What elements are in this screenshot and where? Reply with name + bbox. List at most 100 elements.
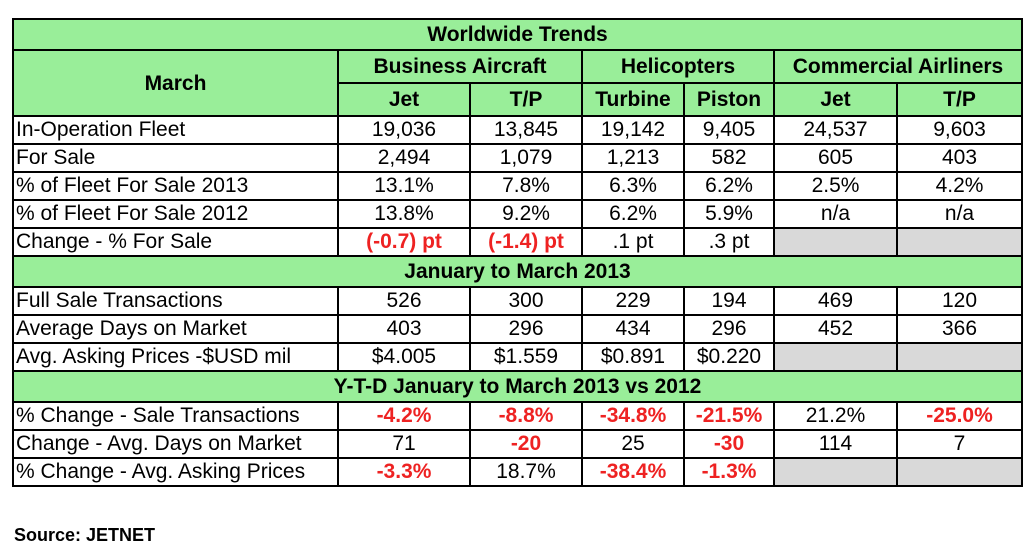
table-cell: $4.005 — [337, 342, 471, 372]
table-cell: 296 — [469, 314, 583, 344]
table-cell: 5.9% — [683, 199, 775, 229]
table-cell: $1.559 — [469, 342, 583, 372]
table-cell: 6.2% — [581, 199, 685, 229]
table-cell — [895, 227, 1024, 257]
subcol-ba-tp: T/P — [469, 82, 583, 117]
table-cell: 4.2% — [895, 171, 1024, 201]
group-header-commercial-airliners: Commercial Airliners — [772, 49, 1024, 84]
table-cell: 21.2% — [773, 401, 898, 431]
worldwide-trends-table: Worldwide Trends March Business Aircraft… — [11, 18, 1024, 487]
section-heading-jan-mar: January to March 2013 — [11, 255, 1024, 288]
table-cell: 13,845 — [469, 115, 583, 145]
row-label: Avg. Asking Prices -$USD mil — [12, 342, 339, 372]
table-cell: 120 — [895, 286, 1024, 316]
table-cell: -4.2% — [337, 401, 471, 431]
subcol-ca-tp: T/P — [895, 82, 1024, 117]
table-cell: -3.3% — [337, 457, 471, 487]
table-cell: -25.0% — [895, 401, 1024, 431]
table-row: Average Days on Market 403 296 434 296 452 366 — [12, 314, 1024, 344]
subcol-heli-turbine: Turbine — [581, 82, 685, 117]
table-cell: 526 — [337, 286, 471, 316]
table-cell: 582 — [683, 143, 775, 173]
table-cell: 452 — [773, 314, 898, 344]
period-header: March — [12, 49, 339, 117]
table-cell: 7 — [895, 429, 1024, 459]
row-label: Change - % For Sale — [12, 227, 339, 257]
source-note: Source: JETNET — [14, 525, 156, 545]
table-cell: 229 — [581, 286, 685, 316]
table-row: Full Sale Transactions 526 300 229 194 469 120 — [12, 286, 1024, 316]
table-row: Change - Avg. Days on Market 71 -20 25 -30 11… — [12, 429, 1024, 459]
table-cell: 300 — [469, 286, 583, 316]
table-cell: 194 — [683, 286, 775, 316]
table-cell: 19,036 — [337, 115, 471, 145]
subcol-ba-jet: Jet — [337, 82, 471, 117]
table-cell: 19,142 — [581, 115, 685, 145]
subcol-ca-jet: Jet — [773, 82, 898, 117]
table-cell: 403 — [895, 143, 1024, 173]
table-cell: 1,079 — [469, 143, 583, 173]
table-cell: 403 — [337, 314, 471, 344]
section-heading-ytd: Y-T-D January to March 2013 vs 2012 — [11, 370, 1024, 403]
table-cell: 18.7% — [469, 457, 583, 487]
row-label: Full Sale Transactions — [12, 286, 339, 316]
row-label: % Change - Sale Transactions — [12, 401, 339, 431]
table-cell: -21.5% — [683, 401, 775, 431]
table-cell: 469 — [773, 286, 898, 316]
table-cell — [773, 342, 898, 372]
table-cell: 6.3% — [581, 171, 685, 201]
row-label: Change - Avg. Days on Market — [12, 429, 339, 459]
table-cell: 71 — [337, 429, 471, 459]
table-row: % of Fleet For Sale 2012 13.8% 9.2% 6.2% 5.9… — [12, 199, 1024, 229]
group-header-helicopters: Helicopters — [581, 49, 775, 84]
table-row: Change - % For Sale (-0.7) pt (-1.4) pt .1 … — [12, 227, 1024, 257]
table-cell: 366 — [895, 314, 1024, 344]
table-cell: 605 — [773, 143, 898, 173]
table-cell — [895, 342, 1024, 372]
table-cell: 24,537 — [773, 115, 898, 145]
table-cell — [773, 457, 898, 487]
table-cell: 296 — [683, 314, 775, 344]
table-cell: n/a — [773, 199, 898, 229]
table-cell: 1,213 — [581, 143, 685, 173]
table-row: In-Operation Fleet 19,036 13,845 19,142 9,40… — [12, 115, 1024, 145]
table-row: % of Fleet For Sale 2013 13.1% 7.8% 6.3% 6.2… — [12, 171, 1024, 201]
table-cell: -1.3% — [683, 457, 775, 487]
table-cell: 9,405 — [683, 115, 775, 145]
table-cell: 6.2% — [683, 171, 775, 201]
row-label: In-Operation Fleet — [12, 115, 339, 145]
table-cell: 13.8% — [337, 199, 471, 229]
subcol-heli-piston: Piston — [683, 82, 775, 117]
table-cell: $0.220 — [683, 342, 775, 372]
table-row: Avg. Asking Prices -$USD mil $4.005 $1.559… — [12, 342, 1024, 372]
row-label: % Change - Avg. Asking Prices — [12, 457, 339, 487]
table-cell: -20 — [469, 429, 583, 459]
table-title: Worldwide Trends — [11, 18, 1024, 51]
table-cell: 25 — [581, 429, 685, 459]
table-row: % Change - Avg. Asking Prices -3.3% 18.7% -… — [12, 457, 1024, 487]
row-label: % of Fleet For Sale 2013 — [12, 171, 339, 201]
table-cell — [773, 227, 898, 257]
table-cell: -34.8% — [581, 401, 685, 431]
table-cell: 2,494 — [337, 143, 471, 173]
table-cell: .3 pt — [683, 227, 775, 257]
table-cell: n/a — [895, 199, 1024, 229]
group-header-business-aircraft: Business Aircraft — [337, 49, 583, 84]
row-label: Average Days on Market — [12, 314, 339, 344]
table-cell: 7.8% — [469, 171, 583, 201]
table-cell: -8.8% — [469, 401, 583, 431]
table-cell: (-1.4) pt — [469, 227, 583, 257]
row-label: For Sale — [12, 143, 339, 173]
table-cell: (-0.7) pt — [337, 227, 471, 257]
table-row: For Sale 2,494 1,079 1,213 582 605 403 — [12, 143, 1024, 173]
table-row: % Change - Sale Transactions -4.2% -8.8% -3… — [12, 401, 1024, 431]
table-cell: -30 — [683, 429, 775, 459]
table-cell: $0.891 — [581, 342, 685, 372]
table-cell: 114 — [773, 429, 898, 459]
table-cell: 9.2% — [469, 199, 583, 229]
table-cell: 9,603 — [895, 115, 1024, 145]
table-cell: 434 — [581, 314, 685, 344]
row-label: % of Fleet For Sale 2012 — [12, 199, 339, 229]
table-cell — [895, 457, 1024, 487]
table-cell: .1 pt — [581, 227, 685, 257]
